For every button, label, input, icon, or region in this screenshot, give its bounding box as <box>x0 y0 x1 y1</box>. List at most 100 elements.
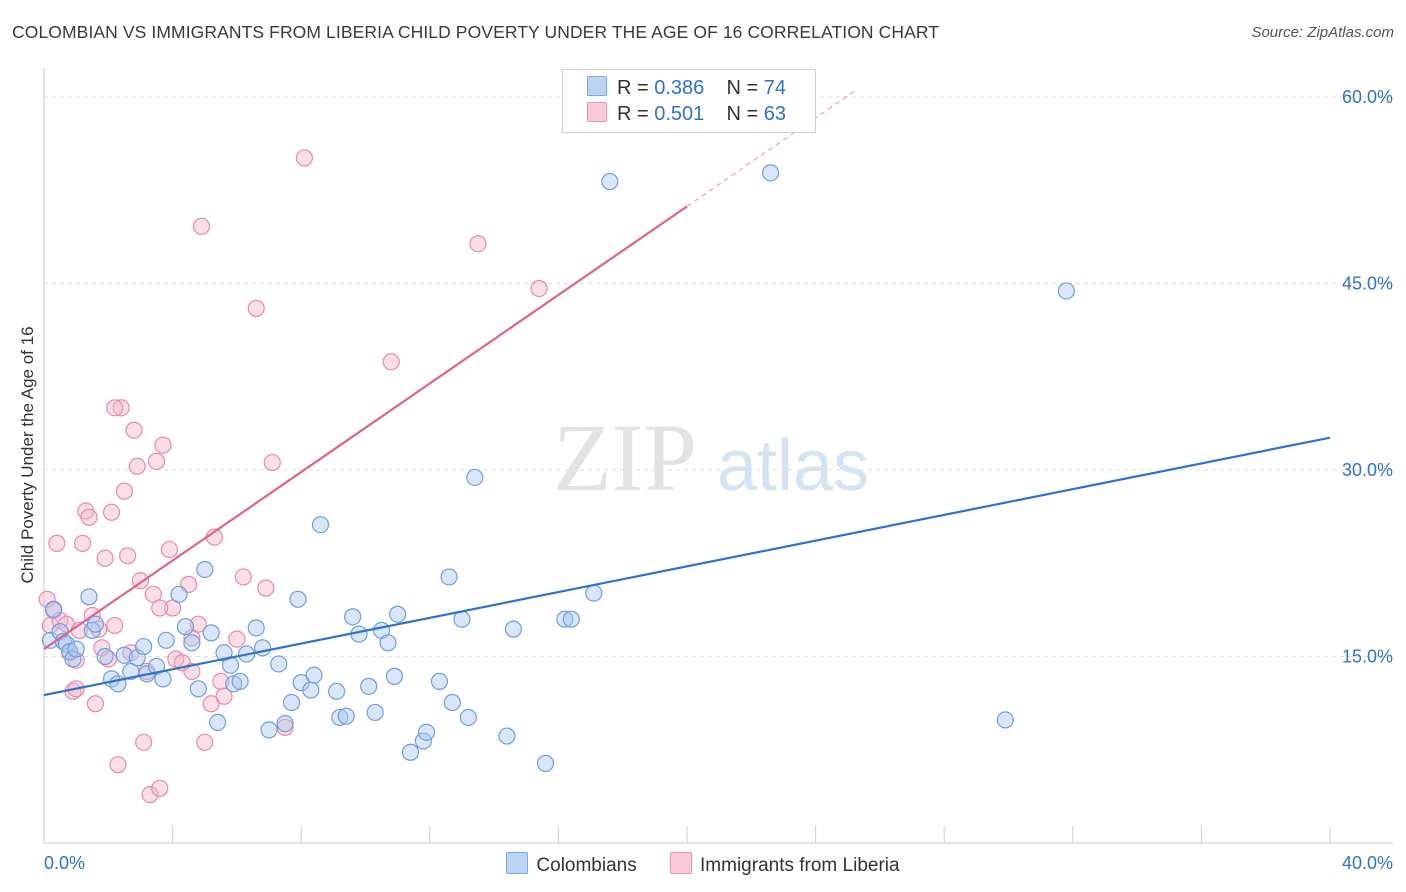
data-point-colombians <box>189 680 207 698</box>
data-point-liberia <box>151 779 169 797</box>
data-point-colombians <box>401 743 420 761</box>
bottom-legend-liberia: Immigrants from Liberia <box>670 852 900 877</box>
data-point-colombians <box>231 672 249 690</box>
data-point-liberia <box>530 279 548 298</box>
legend-swatch-pink <box>587 102 607 122</box>
data-point-colombians <box>344 608 362 626</box>
data-point-colombians <box>585 584 603 602</box>
data-point-liberia <box>295 149 314 167</box>
data-point-liberia <box>73 534 92 552</box>
legend-row-liberia: R = 0.501 N = 63 <box>587 102 786 126</box>
trend-lines <box>43 90 1331 697</box>
data-point-colombians <box>417 723 436 741</box>
data-point-liberia <box>99 650 117 668</box>
data-point-liberia <box>263 453 281 472</box>
legend-r-value: 0.501 <box>654 103 705 125</box>
legend-r-value: 0.386 <box>654 77 705 99</box>
bottom-legend-swatch-blue <box>506 852 529 874</box>
data-point-colombians <box>337 707 355 725</box>
data-point-colombians <box>270 655 288 673</box>
data-point-liberia <box>189 615 207 633</box>
legend-n-label: N = <box>726 103 759 125</box>
bottom-legend: Colombians Immigrants from Liberia <box>0 852 1406 877</box>
data-point-colombians <box>379 634 397 652</box>
data-point-colombians <box>562 610 580 628</box>
data-point-liberia <box>228 630 246 648</box>
y-tick-label: 60.0% <box>1342 87 1393 107</box>
data-point-colombians <box>209 713 227 731</box>
legend-swatch-blue <box>587 76 607 96</box>
data-point-colombians <box>459 708 477 727</box>
data-point-liberia <box>135 733 153 751</box>
trend-line-liberia <box>43 205 688 650</box>
data-point-liberia <box>196 733 214 751</box>
data-point-liberia <box>86 695 105 713</box>
data-point-liberia <box>90 620 108 638</box>
source-label: Source: ZipAtlas.com <box>1251 24 1394 41</box>
data-point-liberia <box>112 399 130 417</box>
y-axis-label: Child Poverty Under the Age of 16 <box>18 326 37 583</box>
legend-r-label: R = <box>617 103 649 125</box>
data-point-colombians <box>157 631 175 649</box>
data-point-liberia <box>128 457 146 475</box>
x-tick-label: 0.0% <box>44 853 85 873</box>
data-point-liberia <box>125 421 143 439</box>
bottom-legend-swatch-pink <box>670 852 693 874</box>
data-point-colombians <box>302 681 320 699</box>
legend: R = 0.386 N = 74 R = 0.501 N = 63 <box>562 69 816 133</box>
data-point-liberia <box>115 482 133 500</box>
data-point-colombians <box>430 672 449 690</box>
data-point-colombians <box>366 703 384 722</box>
data-point-colombians <box>260 721 278 739</box>
data-point-colombians <box>67 640 85 658</box>
data-point-colombians <box>64 650 82 668</box>
data-point-liberia <box>151 599 169 617</box>
legend-n-label: N = <box>726 77 759 99</box>
data-point-colombians <box>176 618 195 636</box>
trend-line-liberia-extension <box>686 90 855 207</box>
legend-row-colombians: R = 0.386 N = 74 <box>587 76 786 100</box>
watermark: ZIP atlas <box>553 404 869 511</box>
data-point-liberia <box>102 503 121 521</box>
data-point-liberia <box>80 508 98 526</box>
data-point-colombians <box>170 585 188 603</box>
data-point-colombians <box>385 667 404 685</box>
data-point-colombians <box>327 682 346 700</box>
data-point-liberia <box>183 662 201 681</box>
data-point-colombians <box>331 708 349 727</box>
data-point-colombians <box>289 590 307 608</box>
legend-n-value: 74 <box>763 77 787 99</box>
data-point-colombians <box>389 605 407 623</box>
data-point-colombians <box>183 634 201 652</box>
bottom-legend-colombians: Colombians <box>506 852 637 877</box>
data-point-liberia <box>118 547 137 565</box>
data-point-colombians <box>414 732 432 750</box>
legend-r-label: R = <box>617 77 649 99</box>
data-point-colombians <box>247 619 265 637</box>
x-tick-label: 40.0% <box>1342 853 1393 873</box>
data-point-liberia <box>106 616 124 635</box>
data-point-colombians <box>196 560 214 579</box>
data-point-colombians <box>80 588 98 606</box>
data-point-colombians <box>45 600 63 618</box>
data-point-colombians <box>504 620 522 638</box>
data-point-liberia <box>382 353 400 371</box>
data-point-colombians <box>115 646 133 664</box>
data-point-liberia <box>257 579 275 597</box>
data-point-liberia <box>202 695 220 713</box>
data-point-liberia <box>154 436 172 454</box>
axes <box>43 68 1393 844</box>
trend-line-colombians <box>43 436 1331 697</box>
bottom-legend-label: Colombians <box>536 855 637 876</box>
data-point-colombians <box>282 693 301 712</box>
data-point-colombians <box>601 172 619 191</box>
data-point-colombians <box>135 637 153 656</box>
data-point-colombians <box>1057 282 1075 300</box>
data-point-liberia <box>469 235 487 253</box>
data-point-liberia <box>109 756 127 774</box>
bottom-legend-label: Immigrants from Liberia <box>700 855 900 876</box>
data-point-liberia <box>48 534 66 552</box>
series-liberia-points <box>38 149 548 804</box>
data-point-colombians <box>466 468 484 487</box>
